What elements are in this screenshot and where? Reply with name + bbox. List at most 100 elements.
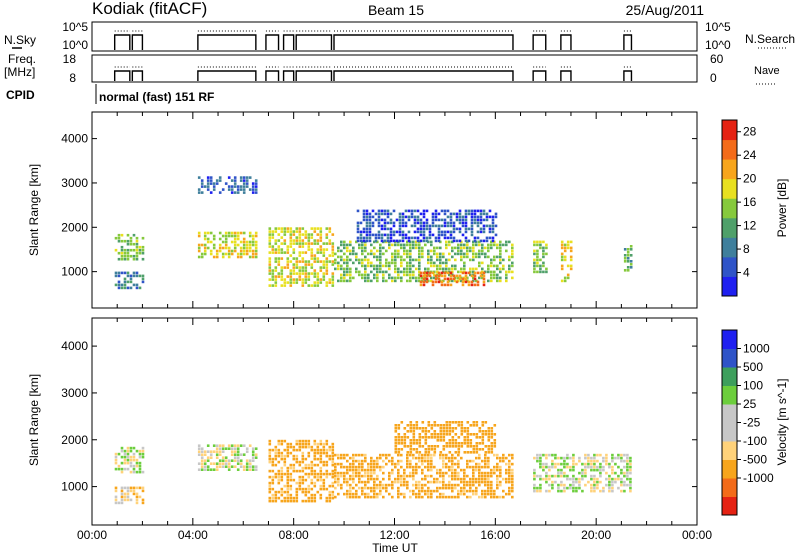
echo-cell xyxy=(367,477,370,481)
echo-cell xyxy=(304,472,308,476)
echo-cell xyxy=(132,283,136,287)
echo-cell xyxy=(286,445,290,449)
noise-panel: N.Sky 10^5 10^0 10^5 10^0 N.Search xyxy=(4,20,795,52)
echo-cell xyxy=(593,465,596,469)
echo-cell xyxy=(120,254,124,258)
echo-cell xyxy=(280,269,284,272)
echo-cell xyxy=(475,451,479,454)
echo-cell xyxy=(422,239,426,243)
echo-cell xyxy=(469,451,473,454)
echo-cell xyxy=(554,462,557,466)
echo-cell xyxy=(319,251,323,254)
echo-cell xyxy=(463,492,466,496)
echo-cell xyxy=(464,212,468,216)
echo-cell xyxy=(536,456,539,460)
echo-cell xyxy=(135,492,139,496)
echo-cell xyxy=(310,496,314,500)
echo-cell xyxy=(434,280,438,284)
echo-cell xyxy=(493,453,496,457)
echo-cell xyxy=(511,489,514,493)
echo-cell xyxy=(416,209,420,213)
echo-cell xyxy=(496,255,499,259)
echo-cell xyxy=(422,277,426,281)
echo-cell xyxy=(224,456,228,459)
echo-cell xyxy=(292,466,296,470)
echo-cell xyxy=(539,456,542,460)
echo-cell xyxy=(476,283,480,287)
echo-cell xyxy=(463,427,467,430)
echo-cell xyxy=(481,261,484,265)
echo-cell xyxy=(496,483,499,487)
echo-cell xyxy=(478,468,481,472)
echo-cell xyxy=(367,273,370,277)
echo-cell xyxy=(382,276,385,280)
echo-cell xyxy=(197,447,201,450)
echo-cell xyxy=(251,249,255,253)
echo-cell xyxy=(277,478,281,482)
echo-cell xyxy=(301,227,305,230)
power-colorbar-cell xyxy=(722,159,737,180)
echo-cell xyxy=(242,188,246,191)
echo-cell xyxy=(566,477,569,481)
echo-cell xyxy=(412,264,415,268)
echo-cell xyxy=(545,456,548,460)
echo-cell xyxy=(436,267,439,271)
echo-cell xyxy=(274,445,278,449)
echo-cell xyxy=(454,468,457,472)
echo-cell xyxy=(397,453,400,457)
echo-cell xyxy=(123,254,127,258)
echo-cell xyxy=(346,495,349,499)
echo-cell xyxy=(440,274,444,278)
echo-cell xyxy=(473,215,477,219)
echo-cell xyxy=(301,284,305,287)
echo-cell xyxy=(467,209,471,213)
echo-cell xyxy=(331,251,335,254)
echo-cell xyxy=(358,471,361,475)
echo-cell xyxy=(221,462,225,465)
echo-cell xyxy=(373,486,376,490)
echo-cell xyxy=(496,243,499,247)
echo-cell xyxy=(479,271,483,275)
echo-cell xyxy=(593,489,596,493)
echo-cell xyxy=(463,430,467,433)
echo-cell xyxy=(484,430,488,433)
echo-cell xyxy=(307,275,311,278)
echo-cell xyxy=(379,264,382,268)
echo-cell xyxy=(268,457,272,461)
echo-cell xyxy=(428,236,432,240)
echo-cell xyxy=(424,267,427,271)
echo-cell xyxy=(451,459,454,463)
echo-cell xyxy=(123,280,127,284)
echo-cell xyxy=(331,481,335,485)
echo-cell xyxy=(322,266,326,269)
echo-cell xyxy=(358,480,361,484)
echo-cell xyxy=(481,439,485,442)
echo-cell xyxy=(373,276,376,280)
echo-cell xyxy=(533,456,536,460)
echo-cell xyxy=(236,234,240,238)
colorbar-tick-label: 24 xyxy=(743,148,757,162)
echo-cell xyxy=(458,221,462,225)
echo-cell xyxy=(475,468,478,472)
echo-cell xyxy=(313,448,317,452)
echo-cell xyxy=(289,499,293,503)
echo-cell xyxy=(581,474,584,478)
echo-cell xyxy=(505,276,508,280)
velocity-colorbar-label: Velocity [m s^-1] xyxy=(775,379,789,466)
echo-cell xyxy=(466,459,469,463)
echo-cell xyxy=(499,249,502,253)
noise-sky-segment xyxy=(265,34,280,50)
echo-cell xyxy=(496,456,499,460)
echo-cell xyxy=(424,243,427,247)
echo-cell xyxy=(268,236,272,239)
echo-cell xyxy=(464,224,468,228)
echo-cell xyxy=(482,227,486,231)
echo-cell xyxy=(114,283,118,287)
echo-cell xyxy=(493,489,496,493)
echo-cell xyxy=(331,278,335,281)
echo-cell xyxy=(400,276,403,280)
echo-cell xyxy=(242,182,246,185)
echo-cell xyxy=(376,495,379,499)
echo-cell xyxy=(578,477,581,481)
echo-cell xyxy=(418,279,421,283)
